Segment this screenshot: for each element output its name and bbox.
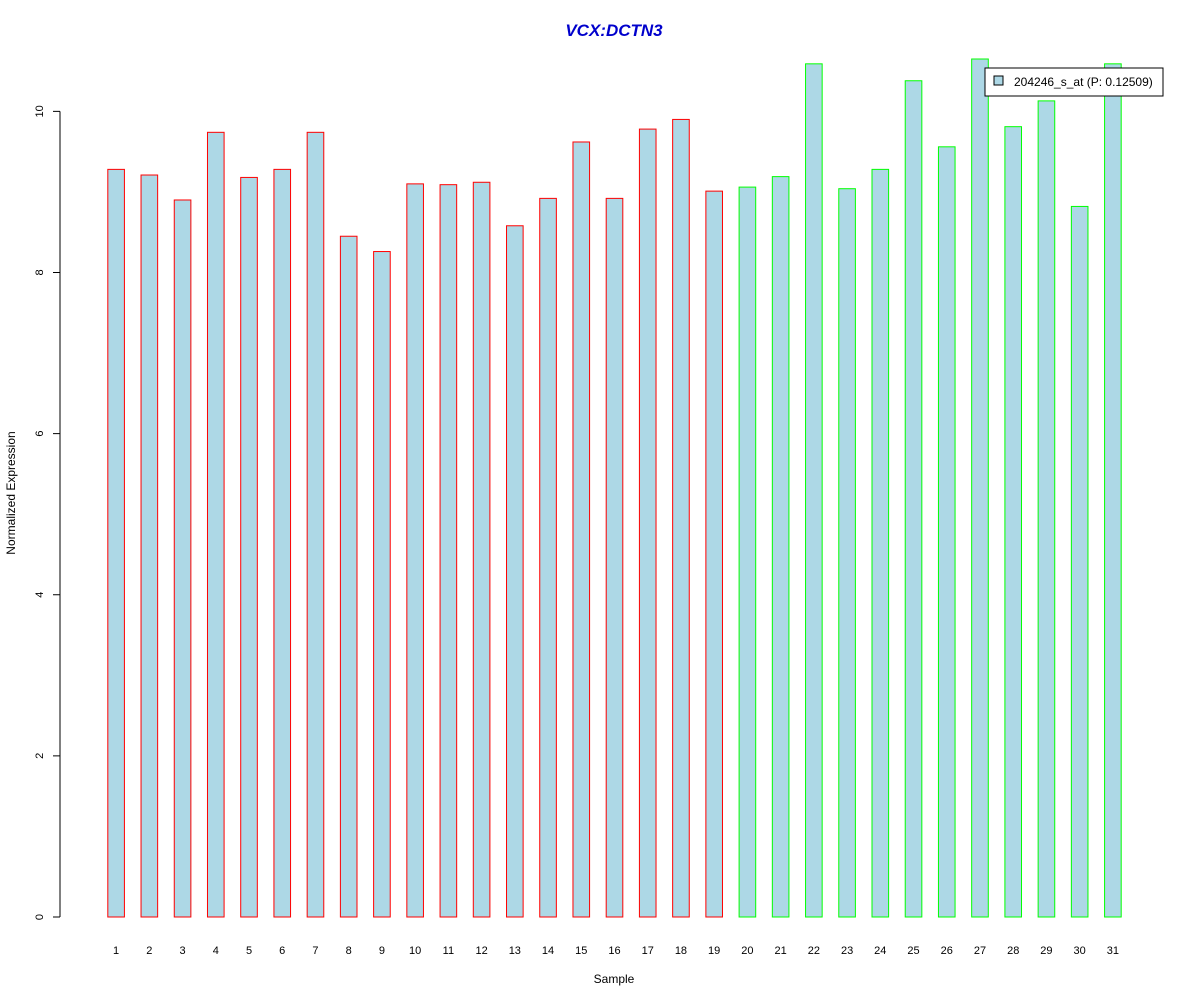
bar-sample-15 [572, 141, 591, 918]
y-axis-label: Normalized Expression [4, 431, 18, 554]
chart-title: VCX:DCTN3 [565, 21, 663, 40]
bar-sample-23 [838, 188, 856, 918]
x-tick-label: 12 [475, 945, 487, 957]
bar-sample-19 [705, 190, 723, 918]
x-tick-label: 8 [346, 945, 352, 957]
bar-sample-21 [771, 176, 790, 918]
bar-sample-27 [971, 58, 989, 918]
x-tick-label: 23 [841, 945, 853, 957]
x-tick-label: 30 [1074, 945, 1086, 957]
x-tick-label: 21 [775, 945, 787, 957]
bar-sample-3 [173, 199, 192, 918]
bar-sample-24 [871, 168, 890, 918]
legend-label: 204246_s_at (P: 0.12509) [1014, 75, 1153, 89]
x-tick-label: 18 [675, 945, 687, 957]
bar-sample-25 [904, 80, 923, 918]
bar-sample-9 [373, 251, 391, 918]
x-tick-label: 25 [907, 945, 919, 957]
x-axis-label: Sample [594, 972, 635, 986]
x-tick-label: 22 [808, 945, 820, 957]
x-tick-label: 7 [312, 945, 318, 957]
x-tick-label: 1 [113, 945, 119, 957]
legend-box [984, 67, 1164, 97]
bar-sample-14 [539, 197, 557, 918]
x-tick-label: 16 [608, 945, 620, 957]
x-tick-label: 29 [1040, 945, 1052, 957]
x-tick-label: 20 [741, 945, 753, 957]
y-tick-label: 8 [34, 269, 46, 275]
x-tick-labels: 1 2 3 4 5 6 7 8 9 10 11 12 13 14 15 16 17 18 19 20 21 22 23 24 2… [113, 945, 1119, 957]
bar-sample-5 [240, 176, 258, 918]
x-tick-label: 31 [1107, 945, 1119, 957]
bar-sample-28 [1004, 126, 1023, 918]
bar-sample-13 [506, 225, 524, 918]
bar-sample-12 [472, 181, 491, 918]
bar-sample-1 [107, 168, 125, 918]
bar-sample-26 [937, 146, 956, 918]
x-tick-label: 6 [279, 945, 285, 957]
bar-sample-7 [306, 131, 325, 918]
x-tick-label: 3 [180, 945, 186, 957]
x-tick-label: 9 [379, 945, 385, 957]
x-tick-label: 2 [146, 945, 152, 957]
bar-sample-30 [1070, 205, 1089, 918]
bar-sample-10 [406, 183, 424, 918]
y-tick-label: 4 [34, 592, 46, 598]
y-axis: 0 2 4 6 8 10 [34, 105, 61, 920]
bar-sample-2 [140, 174, 159, 918]
x-tick-label: 28 [1007, 945, 1019, 957]
y-tick-label: 6 [34, 431, 46, 437]
x-tick-label: 27 [974, 945, 986, 957]
legend-swatch [993, 75, 1004, 86]
y-tick-label: 0 [34, 914, 46, 920]
legend: 204246_s_at (P: 0.12509) [984, 67, 1164, 97]
x-tick-label: 11 [443, 945, 454, 957]
x-tick-label: 15 [575, 945, 587, 957]
bar-sample-29 [1037, 100, 1056, 918]
x-tick-label: 14 [542, 945, 554, 957]
x-tick-label: 4 [213, 945, 219, 957]
bar-sample-20 [738, 186, 757, 918]
bar-sample-18 [672, 118, 690, 918]
bar-sample-17 [638, 128, 657, 918]
bar-sample-11 [439, 184, 458, 918]
bars-group [107, 58, 1122, 918]
bar-sample-31 [1104, 63, 1122, 918]
y-tick-label: 2 [34, 753, 46, 759]
bar-sample-16 [605, 197, 624, 918]
bar-sample-8 [339, 235, 358, 918]
y-tick-label: 10 [34, 105, 46, 117]
x-tick-label: 17 [642, 945, 654, 957]
bar-sample-6 [273, 168, 292, 918]
x-tick-label: 24 [874, 945, 886, 957]
bar-sample-22 [805, 63, 823, 918]
x-tick-label: 26 [941, 945, 953, 957]
x-tick-label: 5 [246, 945, 252, 957]
x-tick-label: 19 [708, 945, 720, 957]
x-tick-label: 10 [409, 945, 421, 957]
bar-sample-4 [206, 131, 225, 918]
x-tick-label: 13 [509, 945, 521, 957]
